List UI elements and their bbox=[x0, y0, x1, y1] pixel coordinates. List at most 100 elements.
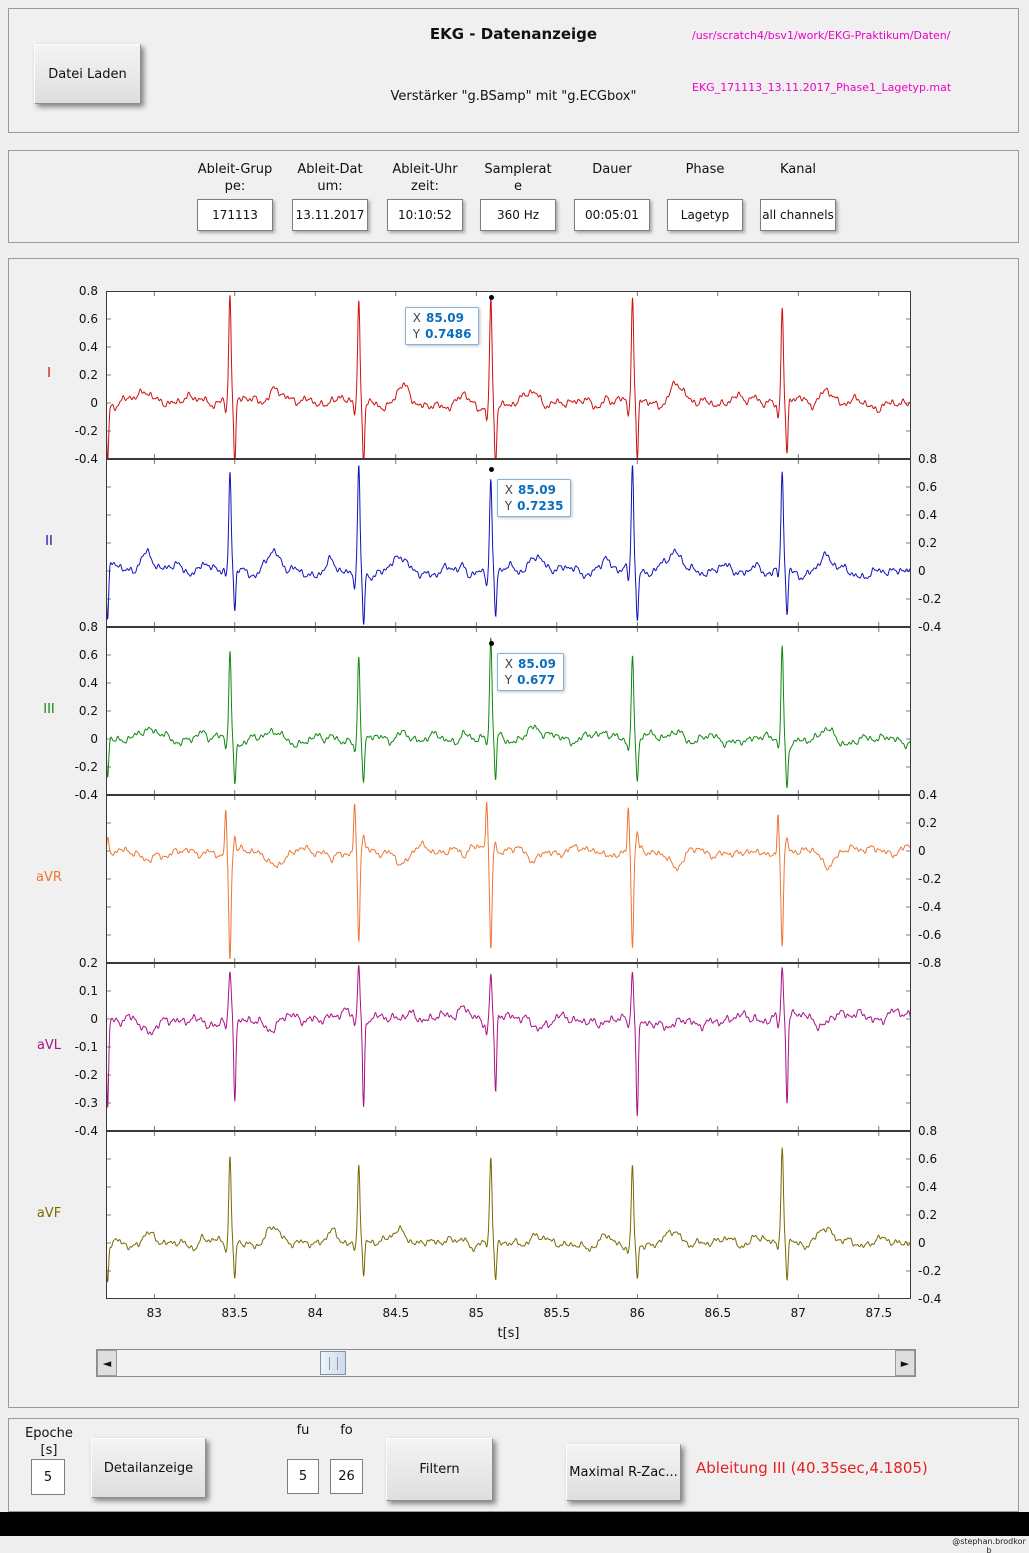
data-cursor-marker[interactable] bbox=[488, 641, 494, 647]
credit-text: @stephan.brodkorb bbox=[952, 1537, 1026, 1553]
epoche-label: Epoche [s] bbox=[25, 1426, 73, 1458]
y-tick-label: 0 bbox=[90, 1012, 98, 1026]
subplot-lead-aVR[interactable] bbox=[106, 795, 911, 963]
data-cursor-marker[interactable] bbox=[488, 295, 494, 301]
max-r-peak-button[interactable]: Maximal R-Zac... bbox=[566, 1444, 681, 1501]
load-file-button[interactable]: Datei Laden bbox=[34, 44, 141, 104]
x-tick-label: 87.5 bbox=[865, 1306, 893, 1320]
y-tick-label: -0.6 bbox=[918, 928, 942, 942]
field-label-dauer: Dauer bbox=[592, 162, 632, 177]
field-value-ableit-gruppe[interactable]: 171113 bbox=[197, 199, 273, 231]
y-tick-label: -0.2 bbox=[74, 424, 98, 438]
y-tick-label: 0.6 bbox=[78, 648, 98, 662]
ecg-plot-panel: ◄ ► 0.8 0.6 0.4 0.2 0 -0.2 -0.4 I 0.8 0.6 0.4 0.2 0 -… bbox=[8, 258, 1019, 1408]
field-value-phase[interactable]: Lagetyp bbox=[667, 199, 743, 231]
y-tick-label: -0.2 bbox=[918, 1264, 942, 1278]
epoche-input[interactable] bbox=[31, 1459, 65, 1495]
bottom-black-bar bbox=[0, 1512, 1029, 1536]
fu-input[interactable] bbox=[287, 1459, 319, 1494]
field-label-kanal: Kanal bbox=[779, 162, 817, 177]
data-cursor-tooltip: X 85.09 Y 0.7235 bbox=[496, 478, 572, 517]
filter-button[interactable]: Filtern bbox=[386, 1438, 493, 1501]
tooltip-y-label: Y bbox=[412, 327, 421, 342]
lead-label-aVL: aVL bbox=[36, 1038, 62, 1053]
detail-view-button[interactable]: Detailanzeige bbox=[91, 1438, 206, 1498]
scrollbar-thumb[interactable] bbox=[320, 1351, 347, 1375]
fo-input[interactable] bbox=[330, 1459, 363, 1494]
subplot-lead-III[interactable] bbox=[106, 627, 911, 795]
status-text: Ableitung III (40.35sec,4.1805) bbox=[696, 1459, 928, 1477]
lead-label-aVF: aVF bbox=[36, 1206, 62, 1221]
tooltip-x-label: X bbox=[504, 657, 514, 672]
y-tick-label: 0.6 bbox=[918, 480, 938, 494]
y-tick-label: 0.4 bbox=[78, 340, 98, 354]
subplot-lead-aVL[interactable] bbox=[106, 963, 911, 1131]
y-tick-label: 0.8 bbox=[78, 284, 98, 298]
ecg-trace-aVR bbox=[107, 796, 910, 962]
y-tick-label: 0.8 bbox=[78, 620, 98, 634]
ecg-trace-II bbox=[107, 460, 910, 626]
y-tick-label: 0 bbox=[90, 732, 98, 746]
time-scrollbar[interactable]: ◄ ► bbox=[96, 1349, 916, 1377]
field-label-ableit-gruppe: Ableit-Grup pe: bbox=[197, 162, 273, 194]
field-value-samplerate[interactable]: 360 Hz bbox=[480, 199, 556, 231]
field-value-dauer[interactable]: 00:05:01 bbox=[574, 199, 650, 231]
data-cursor-tooltip: X 85.09 Y 0.677 bbox=[496, 653, 564, 692]
tooltip-y-value: 0.677 bbox=[517, 673, 556, 688]
lead-label-II: II bbox=[45, 534, 53, 549]
x-tick-label: 85 bbox=[468, 1306, 484, 1320]
scrollbar-right-arrow-icon[interactable]: ► bbox=[895, 1350, 915, 1376]
x-tick-label: 85.5 bbox=[543, 1306, 571, 1320]
x-axis-label: t[s] bbox=[497, 1326, 520, 1341]
field-value-ableit-datum[interactable]: 13.11.2017 bbox=[292, 199, 368, 231]
lead-label-III: III bbox=[43, 702, 55, 717]
y-tick-label: -0.2 bbox=[918, 592, 942, 606]
y-tick-label: -0.4 bbox=[74, 1124, 98, 1138]
data-file-name: EKG_171113_13.11.2017_Phase1_Lagetyp.mat bbox=[692, 81, 952, 94]
ecg-trace-aVF bbox=[107, 1132, 910, 1298]
field-value-ableit-uhrzeit[interactable]: 10:10:52 bbox=[387, 199, 463, 231]
tooltip-y-label: Y bbox=[504, 673, 513, 688]
tooltip-x-value: 85.09 bbox=[518, 657, 556, 672]
x-tick-label: 83.5 bbox=[221, 1306, 249, 1320]
tooltip-x-value: 85.09 bbox=[518, 482, 556, 497]
y-tick-label: 0 bbox=[918, 1236, 926, 1250]
y-tick-label: -0.8 bbox=[918, 956, 942, 970]
scrollbar-left-arrow-icon[interactable]: ◄ bbox=[97, 1350, 117, 1376]
y-tick-label: -0.1 bbox=[74, 1040, 98, 1054]
y-tick-label: 0.4 bbox=[918, 1180, 938, 1194]
amplifier-subtitle: Verstärker "g.BSamp" mit "g.ECGbox" bbox=[390, 89, 637, 104]
y-tick-label: -0.2 bbox=[74, 1068, 98, 1082]
lead-label-aVR: aVR bbox=[36, 870, 62, 885]
subplot-lead-I[interactable] bbox=[106, 291, 911, 459]
ecg-trace-III bbox=[107, 628, 910, 794]
y-tick-label: -0.4 bbox=[74, 452, 98, 466]
y-tick-label: -0.4 bbox=[918, 620, 942, 634]
y-tick-label: 0.2 bbox=[78, 956, 98, 970]
field-label-phase: Phase bbox=[685, 162, 725, 177]
ecg-trace-I bbox=[107, 292, 910, 458]
y-tick-label: 0.8 bbox=[918, 1124, 938, 1138]
app-title: EKG - Datenanzeige bbox=[429, 25, 598, 43]
field-value-kanal[interactable]: all channels bbox=[760, 199, 836, 231]
y-tick-label: -0.3 bbox=[74, 1096, 98, 1110]
y-tick-label: -0.4 bbox=[74, 788, 98, 802]
y-tick-label: 0.2 bbox=[78, 368, 98, 382]
data-cursor-tooltip: X 85.09 Y 0.7486 bbox=[404, 307, 480, 346]
y-tick-label: 0.2 bbox=[918, 1208, 938, 1222]
tooltip-y-value: 0.7235 bbox=[517, 498, 564, 513]
tooltip-x-value: 85.09 bbox=[426, 311, 464, 326]
field-label-ableit-uhrzeit: Ableit-Uhr zeit: bbox=[392, 162, 458, 194]
tooltip-x-label: X bbox=[504, 482, 514, 497]
x-tick-label: 87 bbox=[790, 1306, 806, 1320]
data-cursor-marker[interactable] bbox=[488, 466, 494, 472]
subplot-lead-aVF[interactable] bbox=[106, 1131, 911, 1299]
y-tick-label: 0.4 bbox=[78, 676, 98, 690]
y-tick-label: 0.6 bbox=[78, 312, 98, 326]
y-tick-label: 0.6 bbox=[918, 1152, 938, 1166]
footer-panel: Epoche [s] Detailanzeige fu fo Filtern M… bbox=[8, 1418, 1019, 1512]
y-tick-label: 0 bbox=[918, 564, 926, 578]
scrollbar-grip-icon bbox=[329, 1357, 339, 1370]
x-tick-label: 84 bbox=[307, 1306, 323, 1320]
